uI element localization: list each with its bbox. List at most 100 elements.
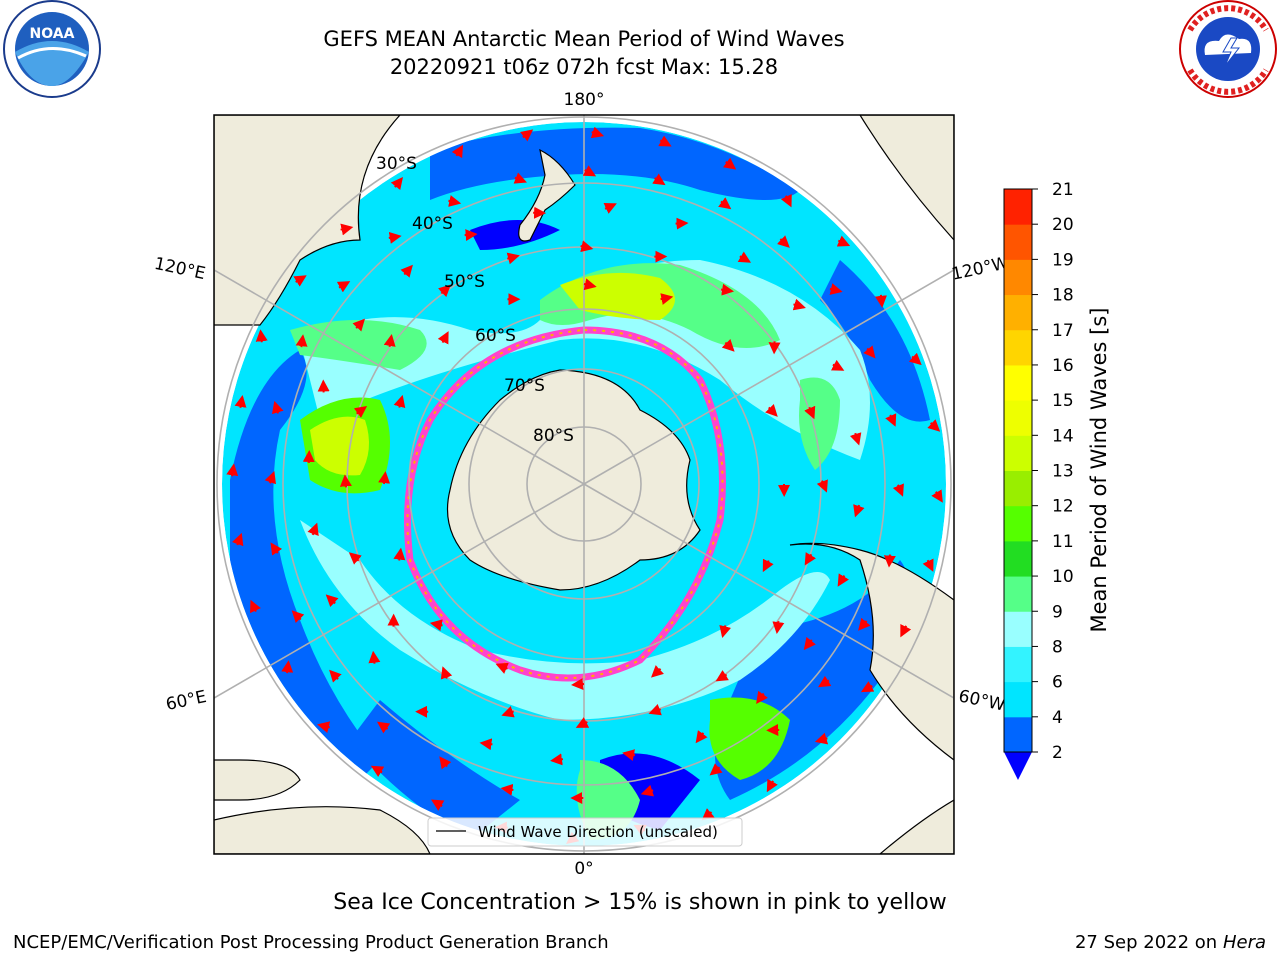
colorbar-segment xyxy=(1004,294,1032,331)
wave-direction-arrow xyxy=(329,669,342,683)
wave-direction-arrow xyxy=(658,135,672,147)
wave-direction-arrow xyxy=(293,275,307,287)
wave-direction-arrow xyxy=(804,552,816,566)
wave-direction-arrow xyxy=(875,294,887,308)
wave-direction-arrow xyxy=(513,172,527,184)
legend-label: Wind Wave Direction (unscaled) xyxy=(478,823,718,841)
colorbar-segment xyxy=(1004,224,1032,260)
colorbar-segments xyxy=(1004,189,1032,753)
lat-label-40s: 40°S xyxy=(412,214,453,234)
lon-label-60w: 60°W xyxy=(957,686,1007,715)
wave-direction-arrow xyxy=(715,669,729,682)
wave-direction-arrow xyxy=(780,194,792,208)
wave-direction-arrow xyxy=(370,765,385,778)
date-text: 27 Sep 2022 on xyxy=(1074,932,1218,953)
wave-direction-arrow xyxy=(317,721,331,733)
wave-direction-arrow xyxy=(892,483,904,497)
wave-direction-arrow xyxy=(792,298,806,311)
wave-direction-arrow xyxy=(640,784,655,797)
wave-direction-arrow xyxy=(575,717,590,728)
lat-label-60s: 60°S xyxy=(475,326,516,346)
wave-direction-arrow xyxy=(603,202,617,214)
wave-direction-arrow xyxy=(818,675,832,688)
lat-label-30s: 30°S xyxy=(376,154,417,174)
wave-direction-arrow xyxy=(437,331,449,345)
wave-direction-arrow xyxy=(429,619,443,632)
colorbar-tick-label: 4 xyxy=(1052,708,1063,728)
colorbar-segment xyxy=(1004,681,1032,718)
wave-direction-arrow xyxy=(439,756,452,770)
wave-direction-arrow xyxy=(295,334,308,348)
colorbar-label: Mean Period of Wind Waves [s] xyxy=(1087,308,1111,633)
colorbar-tick-label: 13 xyxy=(1052,462,1074,482)
wave-direction-arrow xyxy=(830,359,845,371)
wave-direction-arrow xyxy=(393,547,406,561)
wave-direction-arrow xyxy=(772,621,785,635)
colorbar: 2 4 6 8 9 10 11 12 13 14 15 16 17 18 19 20 21 Mean Perio… xyxy=(1003,180,1111,780)
wave-direction-arrow xyxy=(336,281,351,293)
wave-direction-arrow xyxy=(270,542,283,556)
wave-direction-arrow xyxy=(816,479,828,493)
colorbar-tick-label: 16 xyxy=(1052,356,1074,376)
wave-direction-arrow xyxy=(250,599,261,614)
title-line-1: GEFS MEAN Antarctic Mean Period of Wind … xyxy=(323,27,845,51)
lon-label-120e: 120°E xyxy=(152,254,207,284)
wave-direction-arrow xyxy=(431,799,445,811)
wave-direction-arrow xyxy=(440,666,453,680)
national-weather-service-logo xyxy=(1179,0,1277,98)
wave-direction-arrow xyxy=(368,650,381,664)
wave-direction-arrow xyxy=(353,405,368,418)
wave-direction-arrow xyxy=(340,223,354,236)
colorbar-tick-label: 12 xyxy=(1052,497,1074,517)
machine-name: Hera xyxy=(1222,932,1266,953)
wave-direction-arrow xyxy=(837,573,849,587)
wave-direction-arrow xyxy=(383,334,396,348)
wave-direction-arrow xyxy=(927,419,941,432)
colorbar-tick-label: 11 xyxy=(1052,532,1074,552)
colorbar-ticks: 2 4 6 8 9 10 11 12 13 14 15 16 17 18 19 20 21 xyxy=(1032,180,1074,763)
date-stamp: 27 Sep 2022 on Hera xyxy=(1075,932,1266,953)
colorbar-tick-label: 10 xyxy=(1052,567,1074,587)
lat-label-70s: 70°S xyxy=(504,376,545,396)
wave-direction-arrow xyxy=(675,217,689,230)
wave-direction-arrow xyxy=(883,554,896,568)
graticule xyxy=(214,115,954,854)
wave-direction-arrow xyxy=(829,283,843,295)
wave-direction-arrow xyxy=(378,471,391,485)
lat-label-50s: 50°S xyxy=(444,272,485,292)
noaa-logo-text: NOAA xyxy=(30,26,75,42)
colorbar-tick-label: 20 xyxy=(1052,215,1074,235)
wave-direction-arrow xyxy=(501,706,515,718)
wave-direction-arrow xyxy=(814,732,829,745)
wave-direction-arrow xyxy=(388,231,402,244)
lat-label-80s: 80°S xyxy=(533,426,574,446)
wave-direction-arrow xyxy=(652,173,666,186)
colorbar-segment xyxy=(1004,540,1032,577)
map-panel: Wind Wave Direction (unscaled) 30°S 40°S… xyxy=(152,90,1010,879)
colorbar-tick-label: 14 xyxy=(1052,426,1074,446)
wave-direction-arrow xyxy=(660,293,674,305)
wave-direction-arrow xyxy=(863,345,876,359)
wave-direction-arrow xyxy=(922,558,934,572)
colorbar-segment xyxy=(1004,329,1032,366)
wind-wave-arrows xyxy=(226,126,943,844)
colorbar-segment xyxy=(1004,470,1032,507)
wave-direction-arrow xyxy=(376,721,391,734)
wave-direction-arrow xyxy=(858,617,871,631)
wave-direction-arrow xyxy=(464,229,478,242)
colorbar-tick-label: 9 xyxy=(1052,602,1063,622)
wave-direction-arrow xyxy=(272,400,284,415)
wave-direction-arrow xyxy=(695,730,708,744)
wave-direction-arrow xyxy=(451,144,464,159)
wave-direction-arrow xyxy=(307,522,319,537)
colorbar-segment xyxy=(1004,611,1032,647)
wave-direction-arrow xyxy=(390,176,404,191)
wave-direction-arrow xyxy=(550,753,564,766)
wave-direction-arrow xyxy=(737,251,752,263)
lon-label-0: 0° xyxy=(574,859,593,879)
lon-label-120w: 120°W xyxy=(950,253,1011,285)
colorbar-segment xyxy=(1004,364,1032,401)
wave-direction-arrow xyxy=(762,558,774,573)
sea-ice-edge xyxy=(404,326,726,682)
wave-direction-arrow xyxy=(765,404,778,417)
